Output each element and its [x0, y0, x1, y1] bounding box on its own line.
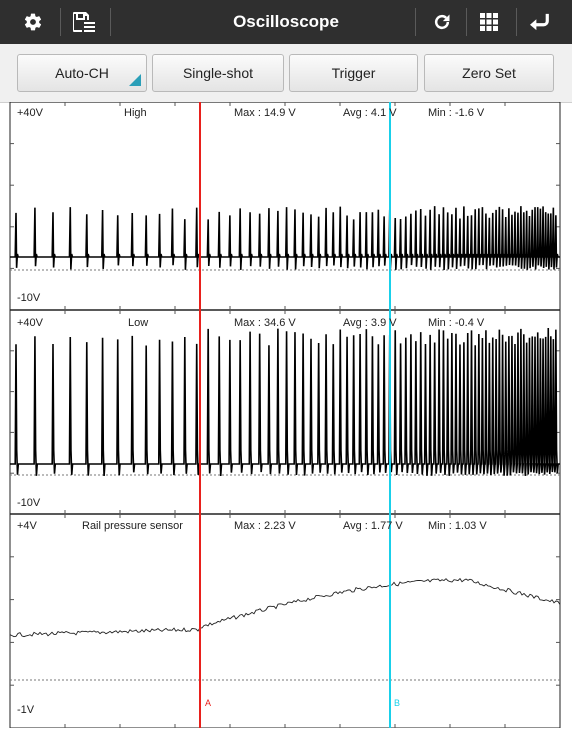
toolbar-divider	[466, 8, 467, 36]
ch2-name: Low	[128, 317, 149, 329]
function-button-bar: Auto-CH Single-shot Trigger Zero Set	[0, 44, 572, 103]
grid-icon	[480, 13, 498, 31]
trigger-button[interactable]: Trigger	[289, 54, 418, 92]
ch1-waveform	[10, 206, 560, 270]
ch2-avg: Avg : 3.9 V	[343, 317, 397, 329]
ch2-min: Min : -0.4 V	[428, 317, 485, 329]
oscilloscope-display[interactable]: +40V High Max : 14.9 V Avg : 4.1 V Min :…	[0, 101, 572, 729]
ch3-min: Min : 1.03 V	[428, 520, 487, 532]
ch2-scale-top: +40V	[17, 317, 43, 329]
ch3-name: Rail pressure sensor	[82, 520, 183, 532]
single-shot-button[interactable]: Single-shot	[152, 54, 284, 92]
ch3-scale-top: +4V	[17, 520, 37, 532]
ch1-avg: Avg : 4.1 V	[343, 107, 397, 119]
back-icon	[530, 13, 549, 31]
ch1-max: Max : 14.9 V	[234, 107, 296, 119]
ch2-scale-bottom: -10V	[17, 497, 41, 509]
ch3-avg: Avg : 1.77 V	[343, 520, 403, 532]
gear-icon	[24, 13, 42, 31]
ch1-name: High	[124, 107, 147, 119]
refresh-button[interactable]	[420, 0, 464, 44]
ch3-waveform	[9, 577, 561, 638]
ch1-scale-bottom: -10V	[17, 292, 41, 304]
zero-set-label: Zero Set	[462, 65, 516, 81]
save-list-icon	[73, 12, 95, 32]
top-toolbar: Oscilloscope	[0, 0, 572, 44]
settings-button[interactable]	[11, 0, 55, 44]
cursor-b-label: B	[394, 698, 401, 708]
page-title: Oscilloscope	[233, 12, 339, 31]
save-record-button[interactable]	[62, 0, 106, 44]
toolbar-divider	[110, 8, 111, 36]
back-button[interactable]	[518, 0, 562, 44]
ch2-max: Max : 34.6 V	[234, 317, 296, 329]
ch1-scale-top: +40V	[17, 107, 43, 119]
trigger-label: Trigger	[331, 65, 376, 81]
auto-ch-label: Auto-CH	[55, 65, 109, 81]
scope-frame	[9, 101, 561, 729]
ch1-min: Min : -1.6 V	[428, 107, 485, 119]
dropdown-corner-icon	[129, 74, 141, 86]
waveform-canvas[interactable]	[0, 101, 572, 729]
auto-ch-button[interactable]: Auto-CH	[17, 54, 147, 92]
toolbar-divider	[60, 8, 61, 36]
refresh-icon	[434, 14, 450, 30]
toolbar-divider	[516, 8, 517, 36]
ch3-max: Max : 2.23 V	[234, 520, 296, 532]
ch3-scale-bottom: -1V	[17, 704, 35, 716]
toolbar-divider	[415, 8, 416, 36]
zero-set-button[interactable]: Zero Set	[424, 54, 554, 92]
ch2-waveform	[10, 327, 560, 477]
cursor-a-label: A	[205, 698, 212, 708]
single-shot-label: Single-shot	[182, 65, 254, 81]
grid-view-button[interactable]	[467, 0, 511, 44]
